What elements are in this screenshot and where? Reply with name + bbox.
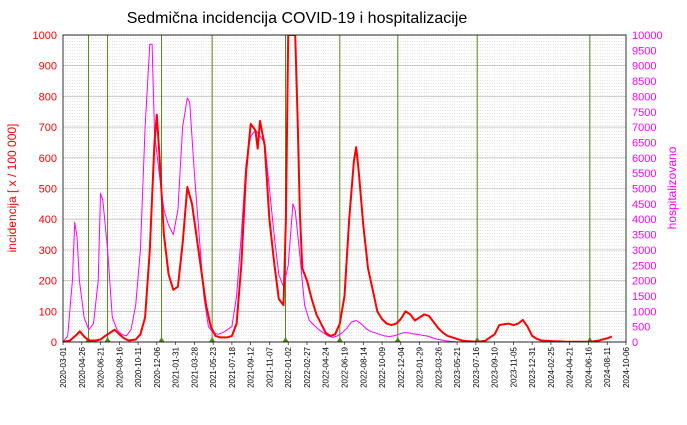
right-tick-label: 7000 <box>632 122 656 134</box>
right-tick-label: 7500 <box>632 107 656 119</box>
left-tick-label: 500 <box>39 184 57 196</box>
right-tick-label: 1500 <box>632 291 656 303</box>
right-tick-label: 3000 <box>632 245 656 257</box>
x-tick-label: 2021-05-23 <box>209 346 218 387</box>
right-tick-label: 10000 <box>632 30 663 42</box>
x-tick-label: 2020-12-06 <box>153 346 162 387</box>
right-tick-label: 9000 <box>632 61 656 73</box>
right-tick-label: 4000 <box>632 214 656 226</box>
right-tick-label: 8000 <box>632 91 656 103</box>
vertical-marker-triangle <box>158 337 165 342</box>
right-tick-label: 2500 <box>632 260 656 272</box>
left-tick-label: 0 <box>51 337 57 349</box>
right-axis-label: hospitalizovano <box>665 146 679 229</box>
x-axis-ticks: 2020-03-01 2020-04-26 2020-06-21 2020-08-16… <box>59 342 631 388</box>
x-tick-label: 2024-06-16 <box>585 346 594 387</box>
right-tick-label: 6500 <box>632 137 656 149</box>
x-tick-label: 2021-11-07 <box>265 346 274 387</box>
x-tick-label: 2020-08-16 <box>115 346 124 387</box>
vertical-marker-triangle <box>104 337 111 342</box>
left-tick-label: 200 <box>39 276 57 288</box>
right-tick-label: 5500 <box>632 168 656 180</box>
left-axis-ticks: 0 100 200 300 400 500 600 700 800 900 1000 <box>33 30 57 349</box>
left-axis-label: incidencija [ x / 100 000] <box>5 124 19 253</box>
x-tick-label: 2024-10-06 <box>622 346 631 387</box>
x-tick-label: 2022-12-04 <box>397 346 406 387</box>
x-tick-label: 2022-06-19 <box>341 346 350 387</box>
chart-title: Sedmična incidencija COVID-19 i hospital… <box>127 10 468 27</box>
x-tick-label: 2023-05-21 <box>453 346 462 387</box>
left-tick-label: 300 <box>39 245 57 257</box>
right-tick-label: 6000 <box>632 153 656 165</box>
left-tick-label: 700 <box>39 122 57 134</box>
right-tick-label: 9500 <box>632 45 656 57</box>
left-tick-label: 600 <box>39 153 57 165</box>
x-tick-label: 2023-12-31 <box>528 346 537 387</box>
vertical-marker-triangle <box>336 337 343 342</box>
left-tick-label: 1000 <box>33 30 57 42</box>
x-tick-label: 2020-04-26 <box>78 346 87 387</box>
x-tick-label: 2021-09-12 <box>247 346 256 387</box>
left-tick-label: 400 <box>39 214 57 226</box>
right-tick-label: 1000 <box>632 306 656 318</box>
x-tick-label: 2023-11-05 <box>509 346 518 387</box>
x-tick-label: 2022-08-14 <box>359 346 368 387</box>
right-tick-label: 3500 <box>632 230 656 242</box>
right-tick-label: 0 <box>632 337 638 349</box>
left-tick-label: 900 <box>39 61 57 73</box>
right-tick-label: 5000 <box>632 184 656 196</box>
x-tick-label: 2021-07-18 <box>228 346 237 387</box>
x-tick-label: 2021-01-31 <box>172 346 181 387</box>
x-tick-label: 2023-03-26 <box>434 346 443 387</box>
right-tick-label: 8500 <box>632 76 656 88</box>
x-tick-label: 2024-08-11 <box>603 346 612 387</box>
right-tick-label: 2000 <box>632 276 656 288</box>
hospitalized-line <box>63 43 458 342</box>
right-axis-ticks: 0 500 1000 1500 2000 2500 3000 3500 4000 4500 5000… <box>632 30 663 349</box>
x-tick-label: 2020-10-11 <box>134 346 143 387</box>
series-layer <box>63 35 613 342</box>
right-tick-label: 500 <box>632 322 650 334</box>
x-tick-label: 2022-04-24 <box>322 346 331 387</box>
x-tick-label: 2023-01-29 <box>416 346 425 387</box>
x-tick-label: 2023-07-16 <box>472 346 481 387</box>
vertical-marker-triangle <box>394 337 401 342</box>
x-tick-label: 2020-03-01 <box>59 346 68 387</box>
incidence-line <box>63 35 613 342</box>
x-tick-label: 2020-06-21 <box>97 346 106 387</box>
x-tick-label: 2022-10-09 <box>378 346 387 387</box>
left-tick-label: 100 <box>39 306 57 318</box>
left-tick-label: 800 <box>39 91 57 103</box>
right-tick-label: 4500 <box>632 199 656 211</box>
x-tick-label: 2024-04-21 <box>566 346 575 387</box>
vertical-marker-triangle <box>282 337 289 342</box>
x-tick-label: 2021-03-28 <box>190 346 199 387</box>
x-tick-label: 2022-01-02 <box>284 346 293 387</box>
vertical-marker-triangle <box>209 337 216 342</box>
x-tick-label: 2024-02-25 <box>547 346 556 387</box>
x-tick-label: 2022-02-27 <box>303 346 312 387</box>
x-tick-label: 2023-09-10 <box>491 346 500 387</box>
